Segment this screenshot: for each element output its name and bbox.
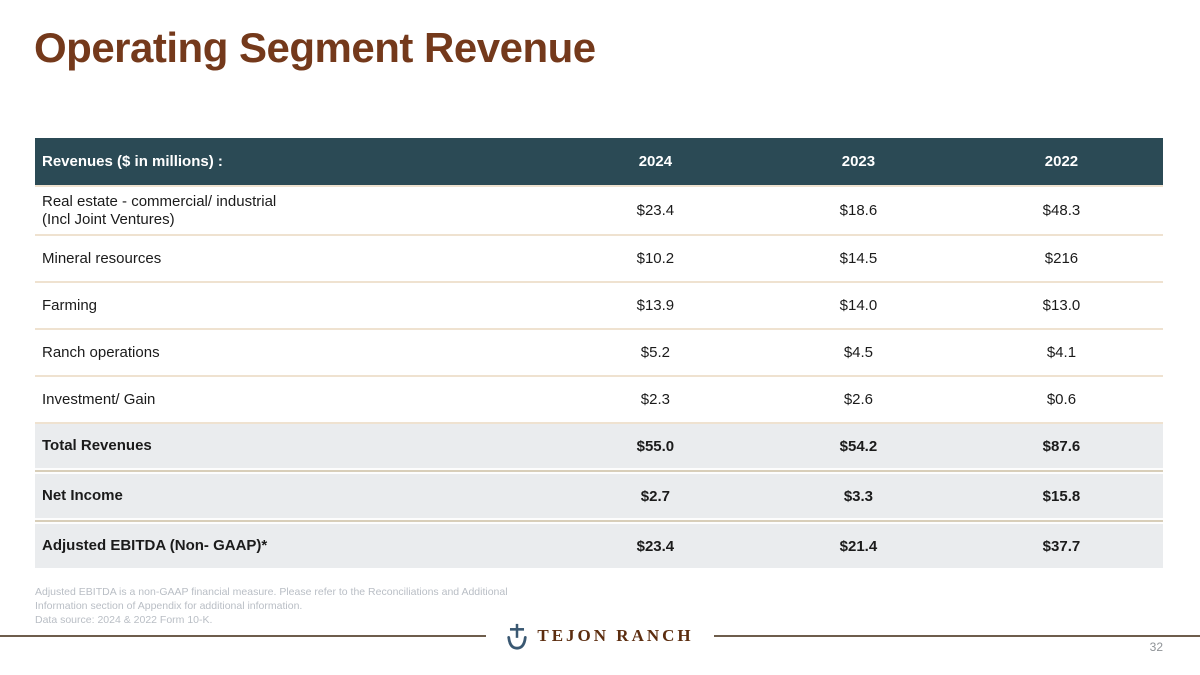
row-value-2024: $55.0: [636, 437, 675, 455]
row-value-2024: $5.2: [640, 344, 670, 361]
row-value-2022: $13.0: [1042, 297, 1081, 314]
row-divider: [35, 234, 1163, 236]
row-value-2023: $3.3: [843, 487, 874, 505]
row-divider: [35, 281, 1163, 283]
row-label: Real estate - commercial/ industrial (In…: [35, 193, 554, 229]
tejon-ranch-cross-crescent-icon: [507, 623, 528, 650]
row-label: Net Income: [42, 487, 123, 504]
table-header-label: Revenues ($ in millions) :: [42, 152, 223, 170]
slide-footer: TEJON RANCH: [0, 621, 1200, 651]
table-row: Investment/ Gain $2.3 $2.6 $0.6: [35, 377, 1163, 422]
row-divider: [35, 375, 1163, 377]
row-value-2023: $21.4: [839, 537, 878, 555]
row-value-2022: $87.6: [1042, 437, 1081, 455]
footer-rule-left: [0, 635, 487, 637]
row-value-2024: $2.3: [640, 391, 670, 408]
row-value-2024: $23.4: [636, 202, 675, 219]
row-divider: [35, 185, 1163, 187]
row-value-2022: $216: [1044, 250, 1079, 267]
row-label: Farming: [42, 296, 98, 314]
table-row: Ranch operations $5.2 $4.5 $4.1: [35, 330, 1163, 375]
row-label: Adjusted EBITDA (Non- GAAP)*: [42, 537, 268, 554]
footer-rule-right: [713, 635, 1200, 637]
table-header-year-2024: 2024: [638, 153, 673, 170]
row-value-2022: $4.1: [1046, 344, 1077, 361]
revenue-table: Revenues ($ in millions) : 2024 2023 202…: [35, 138, 1163, 568]
table-header-row: Revenues ($ in millions) : 2024 2023 202…: [35, 138, 1163, 185]
row-value-2022: $48.3: [1042, 202, 1081, 219]
row-value-2023: $14.5: [839, 250, 878, 267]
table-row: Real estate - commercial/ industrial (In…: [35, 187, 1163, 234]
row-value-2024: $2.7: [640, 487, 670, 505]
footnote-line1: Adjusted EBITDA is a non-GAAP financial …: [35, 586, 508, 598]
table-row: Farming $13.9 $14.0 $13.0: [35, 283, 1163, 328]
footnote-line2: Information section of Appendix for addi…: [35, 600, 303, 612]
row-value-2024: $23.4: [636, 537, 675, 555]
row-value-2022: $0.6: [1046, 391, 1077, 408]
row-value-2023: $54.2: [839, 437, 878, 455]
table-row-net-income: Net Income $2.7 $3.3 $15.8: [35, 474, 1163, 518]
footnote: Adjusted EBITDA is a non-GAAP financial …: [35, 585, 508, 627]
row-value-2023: $2.6: [843, 391, 874, 408]
row-value-2022: $37.7: [1042, 537, 1081, 555]
row-value-2022: $15.8: [1042, 487, 1081, 505]
row-value-2023: $18.6: [839, 202, 878, 219]
row-label: Investment/ Gain: [42, 390, 156, 408]
row-divider: [35, 518, 1163, 524]
table-row-adjusted-ebitda: Adjusted EBITDA (Non- GAAP)* $23.4 $21.4…: [35, 524, 1163, 568]
row-label-line2: (Incl Joint Ventures): [42, 210, 175, 228]
row-label-line1: Real estate - commercial/ industrial: [42, 192, 277, 210]
row-value-2023: $4.5: [843, 344, 874, 361]
table-row-total-revenues: Total Revenues $55.0 $54.2 $87.6: [35, 424, 1163, 468]
row-value-2024: $13.9: [636, 297, 675, 314]
row-value-2023: $14.0: [839, 297, 878, 314]
brand-logo: TEJON RANCH: [506, 623, 693, 650]
brand-name: TEJON RANCH: [537, 626, 694, 645]
row-label: Total Revenues: [42, 437, 152, 454]
row-divider: [35, 468, 1163, 474]
table-header-year-2022: 2022: [1044, 153, 1079, 170]
row-divider: [35, 422, 1163, 424]
row-label: Ranch operations: [42, 343, 160, 361]
row-value-2024: $10.2: [636, 250, 675, 267]
row-label: Mineral resources: [42, 249, 162, 267]
footnote-line3: Data source: 2024 & 2022 Form 10-K.: [35, 614, 213, 626]
row-divider: [35, 328, 1163, 330]
page-number: 32: [1149, 640, 1163, 654]
page-title: Operating Segment Revenue: [34, 24, 596, 71]
table-row: Mineral resources $10.2 $14.5 $216: [35, 236, 1163, 281]
table-header-year-2023: 2023: [841, 153, 876, 170]
